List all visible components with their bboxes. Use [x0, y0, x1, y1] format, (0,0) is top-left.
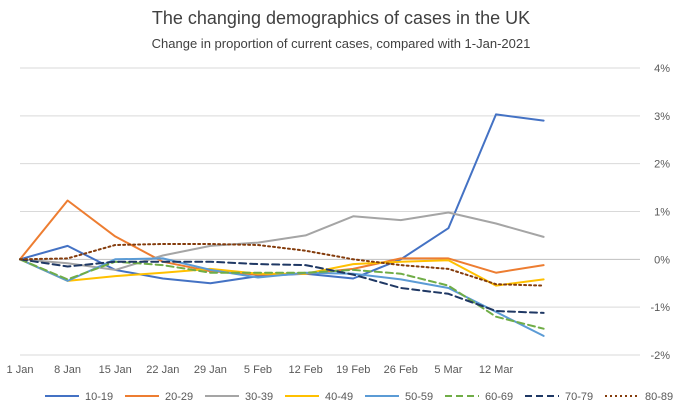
y-tick-label: 4% — [654, 63, 670, 75]
x-tick-label: 1 Jan — [7, 364, 34, 376]
series-lines — [19, 113, 545, 337]
chart-title: The changing demographics of cases in th… — [151, 8, 531, 28]
series-line-60-69 — [19, 258, 545, 330]
legend-label-80-89: 80-89 — [645, 391, 673, 403]
y-tick-label: 2% — [654, 159, 670, 171]
series-line-30-39 — [19, 211, 545, 271]
series-line-70-79 — [19, 258, 545, 314]
x-axis-ticks: 1 Jan 8 Jan 15 Jan 22 Jan 29 Jan 5 Feb 12 Feb 1… — [7, 364, 514, 376]
legend-label-10-19: 10-19 — [85, 391, 113, 403]
legend-label-20-29: 20-29 — [165, 391, 193, 403]
x-tick-label: 8 Jan — [54, 364, 81, 376]
y-tick-label: -1% — [650, 302, 670, 314]
x-tick-label: 5 Mar — [434, 364, 462, 376]
chart-subtitle: Change in proportion of current cases, c… — [151, 36, 531, 51]
x-tick-label: 12 Mar — [479, 364, 514, 376]
legend-label-30-39: 30-39 — [245, 391, 273, 403]
legend-label-70-79: 70-79 — [565, 391, 593, 403]
series-line-80-89 — [19, 243, 545, 287]
y-axis-ticks: 4% 3% 2% 1% 0% -1% -2% — [650, 63, 670, 362]
x-tick-label: 22 Jan — [146, 364, 179, 376]
legend-label-50-59: 50-59 — [405, 391, 433, 403]
y-tick-label: -2% — [650, 350, 670, 362]
legend: 10-19 20-29 30-39 40-49 50-59 60-69 70-79 80-89 — [45, 391, 673, 403]
y-tick-label: 0% — [654, 254, 670, 266]
series-line-10-19 — [19, 113, 545, 285]
y-tick-label: 3% — [654, 111, 670, 123]
legend-label-40-49: 40-49 — [325, 391, 353, 403]
x-tick-label: 12 Feb — [288, 364, 322, 376]
gridlines — [20, 67, 640, 356]
x-tick-label: 29 Jan — [194, 364, 227, 376]
x-tick-label: 26 Feb — [384, 364, 418, 376]
x-tick-label: 15 Jan — [99, 364, 132, 376]
x-tick-label: 5 Feb — [244, 364, 272, 376]
y-tick-label: 1% — [654, 207, 670, 219]
x-tick-label: 19 Feb — [336, 364, 370, 376]
legend-label-60-69: 60-69 — [485, 391, 513, 403]
